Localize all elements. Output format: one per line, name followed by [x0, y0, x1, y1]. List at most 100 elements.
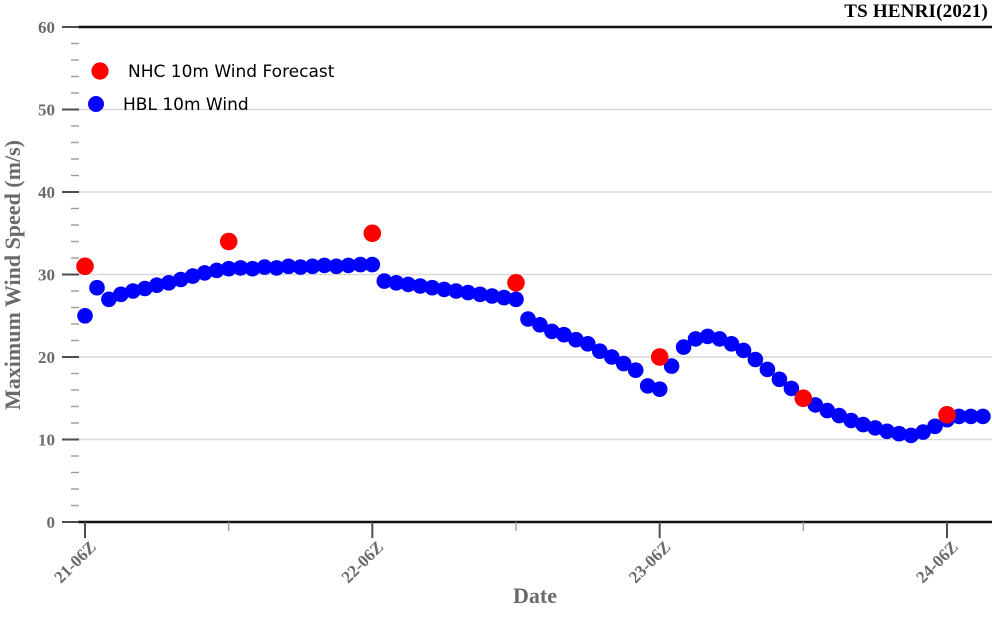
data-series: [76, 224, 991, 444]
hbl-wind-point: [604, 349, 620, 365]
hbl-wind-point: [113, 286, 129, 303]
hbl-wind-point: [699, 328, 716, 345]
nhc-forecast-point: [650, 348, 669, 366]
hbl-wind-point: [280, 258, 297, 275]
hbl-wind-point: [268, 260, 285, 276]
hbl-wind-point: [735, 342, 752, 359]
hbl-wind-point: [460, 284, 476, 301]
nhc-forecast-point: [794, 389, 813, 408]
hbl-wind-point: [316, 257, 333, 274]
hbl-wind-point: [484, 288, 500, 304]
hbl-wind-point: [544, 323, 560, 340]
hbl-wind-point: [412, 278, 429, 294]
hbl-wind-point: [711, 331, 728, 347]
hbl-wind-point: [101, 291, 117, 308]
hbl-wind-point: [651, 381, 668, 398]
nhc-forecast-point: [219, 232, 238, 251]
hbl-wind-point: [508, 291, 524, 308]
hbl-wind-point: [256, 259, 273, 275]
hbl-wind-point: [627, 362, 644, 379]
hbl-wind-point: [843, 412, 859, 429]
hbl-wind-point: [963, 408, 979, 425]
hbl-wind-point: [364, 256, 381, 273]
hbl-wind-point: [639, 378, 656, 394]
hbl-wind-point: [400, 276, 417, 293]
hbl-wind-point: [747, 351, 764, 368]
hbl-wind-point: [184, 268, 201, 284]
hbl-wind-point: [723, 336, 740, 352]
legend-label-nhc: NHC 10m Wind Forecast: [128, 62, 335, 82]
x-tick-label: 21-06Z: [50, 537, 99, 586]
hbl-wind-point: [783, 380, 800, 397]
hbl-wind-point: [89, 279, 105, 296]
hbl-wind-point: [388, 275, 405, 291]
x-axis-tick-labels: 21-06Z 22-06Z 23-06Z 24-06Z: [50, 537, 961, 586]
nhc-forecast-series: [76, 224, 956, 424]
hbl-wind-point: [975, 408, 991, 425]
hbl-wind-point: [615, 355, 632, 372]
hbl-wind-point: [149, 277, 165, 294]
hbl-wind-point: [304, 258, 321, 275]
hbl-wind-point: [663, 358, 680, 374]
hbl-wind-point: [855, 416, 871, 433]
hbl-wind-point: [376, 273, 393, 289]
hbl-wind-point: [352, 256, 369, 273]
hbl-wind-point: [927, 418, 943, 435]
y-tick-label: 60: [38, 18, 55, 37]
hbl-wind-point: [292, 259, 309, 275]
hbl-wind-point: [472, 286, 488, 303]
y-tick-label: 0: [47, 513, 56, 532]
y-tick-label: 20: [38, 348, 55, 367]
x-tick-label: 23-06Z: [625, 537, 674, 586]
nhc-forecast-point: [938, 406, 956, 424]
y-tick-label: 50: [38, 101, 55, 120]
hbl-wind-point: [687, 331, 704, 347]
hbl-wind-point: [520, 311, 536, 327]
hbl-wind-point: [568, 331, 584, 348]
x-tick-label: 22-06Z: [338, 537, 387, 586]
hbl-wind-point: [161, 275, 177, 291]
hbl-wind-point: [831, 407, 847, 424]
hbl-wind-point: [244, 260, 261, 277]
x-axis-label: Date: [513, 583, 557, 608]
hbl-wind-point: [424, 279, 441, 296]
hbl-wind-point: [556, 326, 572, 343]
nhc-forecast-point: [363, 224, 382, 243]
hbl-wind-point: [891, 425, 907, 442]
hbl-wind-point: [771, 371, 788, 388]
hbl-wind-point: [448, 283, 464, 299]
x-tick-label: 24-06Z: [912, 537, 961, 586]
x-axis-ticks: [84, 522, 948, 538]
hbl-wind-point: [915, 424, 931, 440]
hbl-wind-point: [220, 260, 237, 277]
hbl-wind-point: [879, 423, 895, 440]
legend-label-hbl: HBL 10m Wind: [123, 95, 249, 115]
hbl-wind-point: [328, 258, 345, 275]
legend-marker-hbl-icon: [88, 96, 104, 112]
legend: NHC 10m Wind Forecast HBL 10m Wind: [88, 62, 335, 115]
hbl-wind-point: [125, 283, 141, 299]
y-tick-label: 30: [38, 266, 55, 285]
hbl-wind-point: [196, 265, 213, 281]
hbl-wind-point: [137, 280, 153, 297]
hbl-wind-point: [77, 308, 93, 324]
hbl-wind-point: [903, 427, 919, 444]
legend-marker-nhc-icon: [91, 62, 109, 80]
nhc-forecast-point: [76, 257, 94, 276]
y-tick-label: 40: [38, 183, 55, 202]
hbl-wind-point: [580, 336, 596, 352]
nhc-forecast-point: [507, 274, 525, 292]
hbl-wind-point: [867, 420, 883, 436]
hbl-wind-point: [592, 343, 608, 360]
hbl-wind-point: [819, 402, 836, 419]
hbl-wind-point: [173, 271, 189, 288]
hbl-wind-point: [232, 260, 249, 276]
hbl-wind-point: [340, 257, 357, 274]
y-tick-label: 10: [38, 431, 55, 450]
y-axis-ticks: [62, 26, 79, 523]
y-axis-label: Maximum Wind Speed (m/s): [0, 140, 25, 410]
hbl-wind-point: [496, 289, 512, 306]
hbl-wind-point: [436, 281, 453, 298]
